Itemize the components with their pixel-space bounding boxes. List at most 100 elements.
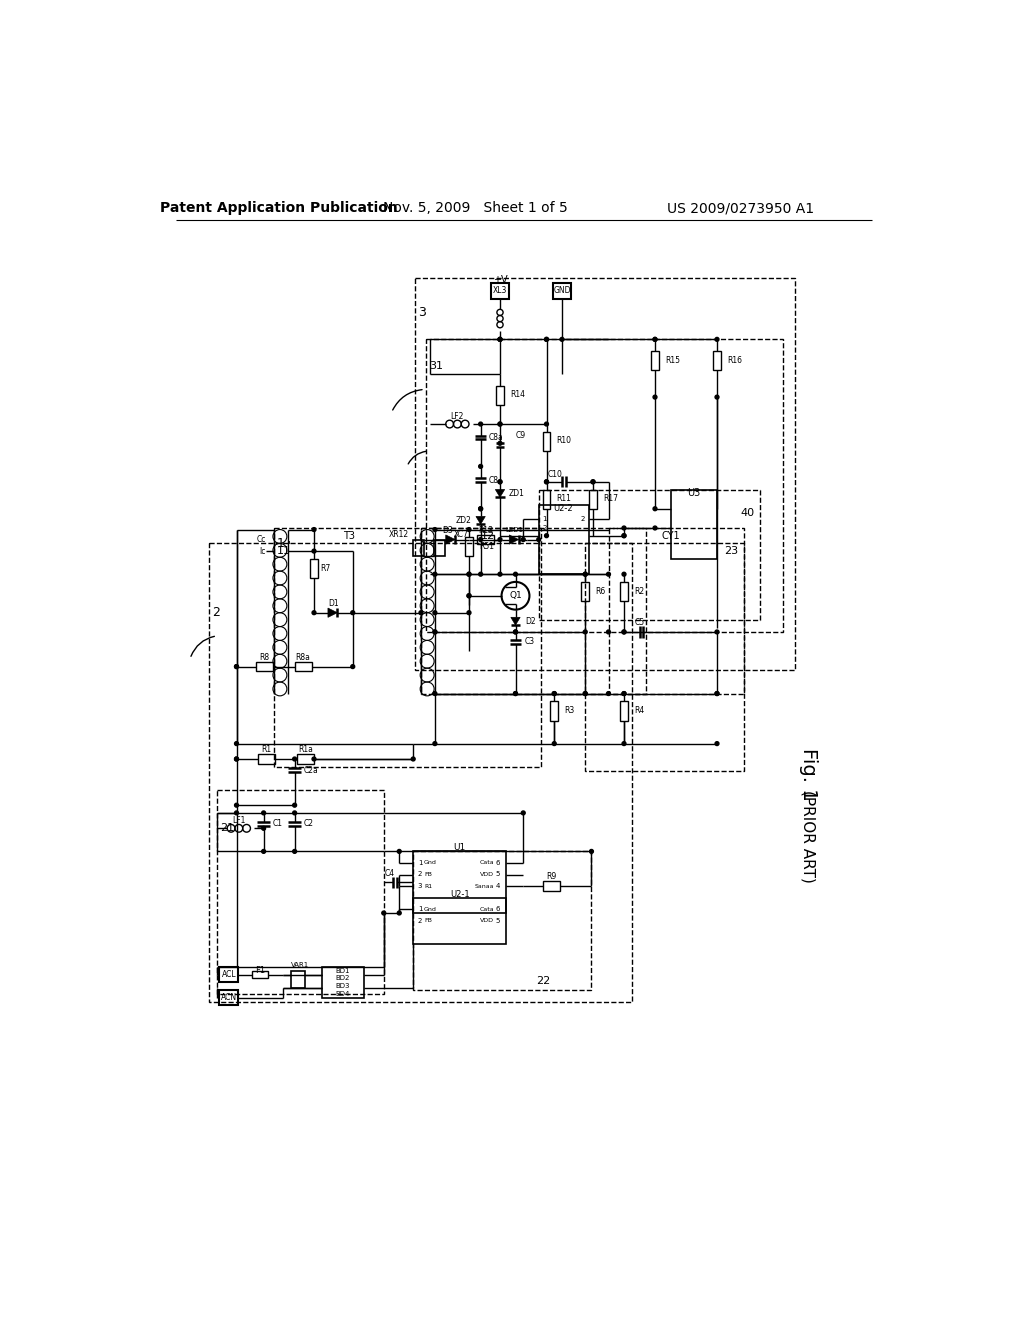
Circle shape xyxy=(653,507,657,511)
Bar xyxy=(273,528,541,767)
Text: 11: 11 xyxy=(276,546,291,556)
Text: FB: FB xyxy=(424,919,432,923)
Circle shape xyxy=(467,573,471,576)
Text: R16: R16 xyxy=(727,355,742,364)
Bar xyxy=(415,277,795,671)
Text: Nov. 5, 2009   Sheet 1 of 5: Nov. 5, 2009 Sheet 1 of 5 xyxy=(383,202,567,215)
Bar xyxy=(252,970,267,978)
Circle shape xyxy=(478,465,482,469)
Circle shape xyxy=(584,573,587,576)
Bar xyxy=(608,528,744,693)
Polygon shape xyxy=(496,490,505,498)
Bar xyxy=(322,966,365,998)
Circle shape xyxy=(262,810,265,814)
Text: FB: FB xyxy=(424,873,432,876)
Circle shape xyxy=(262,826,265,830)
Circle shape xyxy=(584,692,587,696)
Circle shape xyxy=(234,810,239,814)
Circle shape xyxy=(545,480,549,483)
Text: +V: +V xyxy=(493,275,507,285)
Bar xyxy=(543,882,560,891)
Text: 40: 40 xyxy=(740,508,755,517)
Circle shape xyxy=(498,338,502,342)
Text: 23: 23 xyxy=(725,546,738,556)
Text: BD2: BD2 xyxy=(336,975,350,982)
Text: 22: 22 xyxy=(537,975,550,986)
Bar xyxy=(209,544,632,1002)
Text: C3: C3 xyxy=(524,638,535,647)
Text: 5: 5 xyxy=(496,871,500,878)
Circle shape xyxy=(433,528,437,532)
Circle shape xyxy=(467,594,471,598)
Text: C9: C9 xyxy=(515,432,525,440)
Text: R8: R8 xyxy=(259,653,269,661)
Circle shape xyxy=(715,742,719,746)
Text: Cata: Cata xyxy=(479,907,494,912)
Bar xyxy=(543,490,550,508)
Text: U3: U3 xyxy=(687,488,700,499)
Text: R3: R3 xyxy=(564,706,574,715)
Text: US 2009/0273950 A1: US 2009/0273950 A1 xyxy=(667,202,814,215)
Text: R10: R10 xyxy=(557,437,571,445)
Text: C5: C5 xyxy=(635,618,644,627)
Bar xyxy=(295,663,311,671)
Text: R7: R7 xyxy=(321,564,331,573)
Text: R13: R13 xyxy=(478,525,493,535)
Circle shape xyxy=(622,573,626,576)
Text: U2-2: U2-2 xyxy=(554,504,573,513)
Circle shape xyxy=(622,527,626,529)
Text: Q1: Q1 xyxy=(509,591,522,601)
Text: Cc: Cc xyxy=(257,535,266,544)
Bar xyxy=(621,701,628,721)
Text: F1: F1 xyxy=(255,966,265,975)
Bar xyxy=(496,385,504,405)
Circle shape xyxy=(622,533,626,537)
Polygon shape xyxy=(328,609,337,618)
Text: 12: 12 xyxy=(481,531,496,541)
Bar xyxy=(713,351,721,370)
Bar xyxy=(671,490,717,558)
Circle shape xyxy=(397,850,401,853)
Text: D2: D2 xyxy=(524,616,536,626)
Text: BD3: BD3 xyxy=(336,983,350,989)
Circle shape xyxy=(622,692,626,696)
Polygon shape xyxy=(445,535,455,544)
Circle shape xyxy=(433,742,437,746)
Circle shape xyxy=(521,810,525,814)
Text: 1: 1 xyxy=(276,537,285,550)
Text: C2a: C2a xyxy=(304,766,318,775)
Circle shape xyxy=(622,630,626,634)
Circle shape xyxy=(234,758,239,760)
Bar xyxy=(550,701,558,721)
Bar xyxy=(651,351,658,370)
Circle shape xyxy=(234,742,239,746)
Text: ': ' xyxy=(288,540,291,550)
Polygon shape xyxy=(511,618,520,626)
Text: C4: C4 xyxy=(385,870,395,878)
Circle shape xyxy=(498,422,502,426)
Bar xyxy=(291,970,305,987)
Text: VDD: VDD xyxy=(480,919,494,923)
Text: VAR1: VAR1 xyxy=(291,962,309,969)
Circle shape xyxy=(622,692,626,696)
Bar xyxy=(586,544,744,771)
Text: XR12: XR12 xyxy=(388,531,409,540)
Bar xyxy=(414,851,592,990)
Text: R11: R11 xyxy=(557,494,571,503)
Text: 1: 1 xyxy=(543,516,547,521)
Circle shape xyxy=(590,850,593,853)
Text: LED1: LED1 xyxy=(505,527,523,533)
Circle shape xyxy=(478,422,482,426)
Text: 1: 1 xyxy=(418,859,422,866)
Text: 3: 3 xyxy=(418,306,426,319)
Text: D1: D1 xyxy=(328,599,339,609)
Text: R9: R9 xyxy=(546,873,556,882)
Bar xyxy=(621,582,628,601)
Circle shape xyxy=(467,594,471,598)
Text: R1: R1 xyxy=(262,746,271,754)
Bar xyxy=(414,898,506,944)
Circle shape xyxy=(478,507,482,511)
Circle shape xyxy=(584,630,587,634)
Text: (PRIOR ART): (PRIOR ART) xyxy=(801,789,816,883)
Text: R15: R15 xyxy=(665,355,680,364)
